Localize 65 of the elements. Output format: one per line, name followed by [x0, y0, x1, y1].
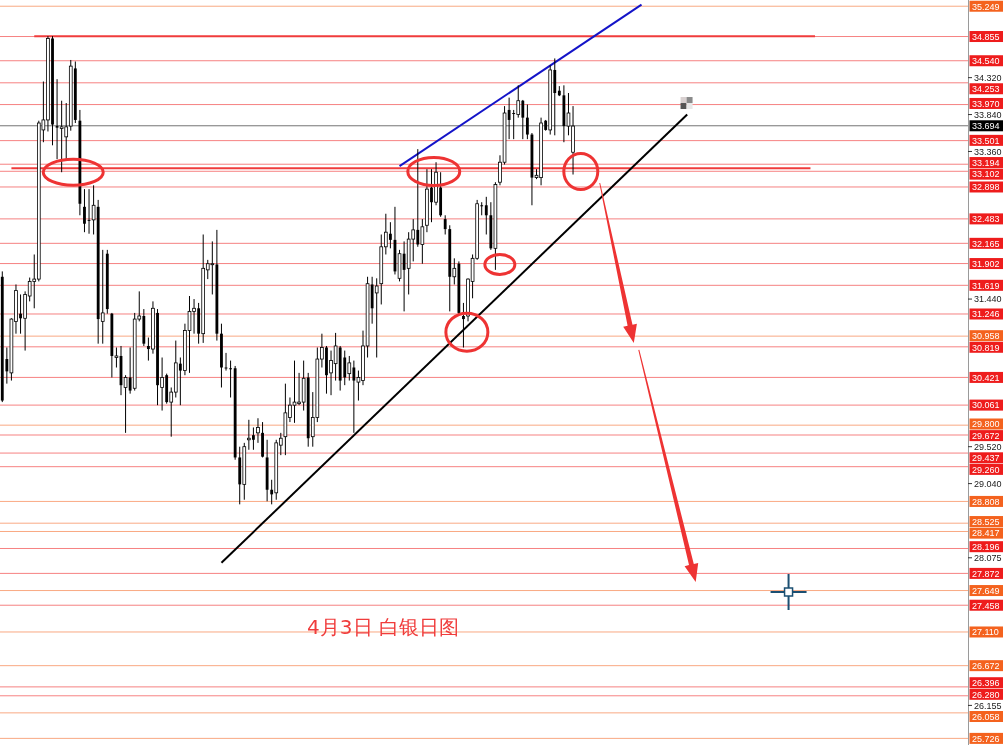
y-tick-label: 29.040 — [974, 478, 1002, 489]
price-label: 26.396 — [969, 677, 1003, 689]
price-label: 32.483 — [969, 213, 1003, 225]
y-tick-label: 31.440 — [974, 294, 1002, 305]
price-label: 33.102 — [969, 168, 1003, 180]
price-label: 29.800 — [969, 418, 1003, 430]
price-label: 25.726 — [969, 732, 1003, 744]
price-label: 30.819 — [969, 341, 1003, 353]
price-label: 30.421 — [969, 371, 1003, 383]
price-label: 31.902 — [969, 258, 1003, 270]
candlestick — [187, 295, 192, 374]
candlestick — [292, 360, 297, 424]
ref-line-label: 27.110 — [972, 627, 999, 638]
price-label: 33.501 — [969, 134, 1003, 146]
price-label: 29.672 — [969, 430, 1003, 442]
price-label: 33.194 — [969, 157, 1003, 169]
price-label: 27.872 — [969, 567, 1003, 579]
price-label: 28.525 — [969, 516, 1003, 528]
candlestick — [59, 100, 64, 173]
candlestick — [83, 188, 86, 233]
price-label: 28.196 — [969, 541, 1003, 553]
price-label: 28.808 — [969, 495, 1003, 507]
price-label: 31.619 — [969, 279, 1003, 291]
candlestick — [123, 374, 128, 434]
y-tick-label: 33.360 — [974, 146, 1002, 157]
candlestick — [484, 196, 488, 235]
candlestick — [247, 419, 251, 451]
price-label: 26.058 — [969, 711, 1003, 722]
price-label: 32.165 — [969, 237, 1003, 249]
price-label: 31.246 — [969, 308, 1003, 320]
price-label: 28.417 — [969, 527, 1003, 539]
candlestick — [516, 84, 521, 119]
price-label: 34.253 — [969, 83, 1003, 95]
price-label: 33.694 — [969, 120, 1003, 132]
candlestick — [343, 350, 347, 386]
candlestick — [388, 221, 392, 249]
price-label: 27.458 — [969, 599, 1003, 611]
price-label: 26.280 — [969, 688, 1003, 700]
candlestick — [229, 360, 232, 398]
price-label: 30.958 — [969, 330, 1003, 342]
price-label: 26.672 — [969, 660, 1003, 672]
y-tick-label: 26.155 — [974, 700, 1002, 711]
candlestick — [55, 78, 59, 160]
price-label: 35.249 — [969, 0, 1003, 12]
price-label: 29.437 — [969, 452, 1003, 464]
price-label: 34.540 — [969, 55, 1003, 67]
y-tick-label: 33.840 — [974, 109, 1002, 120]
candlestick — [420, 218, 425, 265]
y-tick-label: 29.520 — [974, 441, 1002, 452]
text: 4月3日 白银日图 — [307, 615, 459, 639]
candlestick — [347, 355, 352, 382]
price-label: 27.110 — [969, 626, 1003, 638]
price-label: 29.260 — [969, 463, 1003, 475]
price-label: 34.855 — [969, 31, 1003, 42]
candlestick — [374, 277, 379, 359]
y-tick-label: 34.320 — [974, 72, 1002, 83]
price-label: 32.898 — [969, 181, 1003, 193]
y-tick-label: 28.075 — [974, 552, 1002, 563]
price-label: 33.970 — [969, 97, 1003, 109]
candlestick — [443, 214, 447, 235]
price-label: 30.061 — [969, 399, 1003, 411]
candlestick — [333, 332, 338, 382]
candlestick — [525, 104, 529, 140]
price-label: 27.649 — [969, 585, 1003, 597]
candlestick — [283, 383, 288, 456]
